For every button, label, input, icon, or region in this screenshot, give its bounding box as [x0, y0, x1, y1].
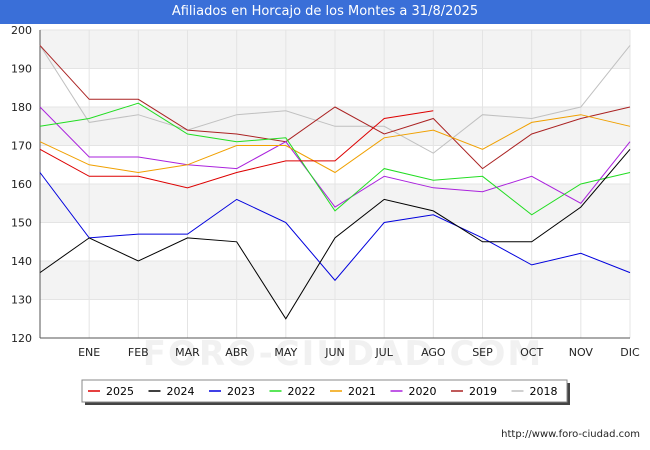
legend: 2025 2024 2023 2022 2021 2020 2019 2018	[81, 379, 570, 405]
series-line-2025	[39, 110, 434, 189]
series-line-2018	[39, 45, 631, 154]
legend-label-2023: 2023	[227, 385, 255, 398]
y-tick-label: 120	[11, 332, 32, 345]
legend-label-2025: 2025	[106, 385, 134, 398]
x-tick-label: JUL	[374, 346, 393, 359]
x-tick-label: OCT	[520, 346, 543, 359]
y-tick-label: 190	[11, 63, 32, 76]
y-tick-label: 170	[11, 140, 32, 153]
series-line-2019	[39, 45, 631, 170]
y-tick-label: 130	[11, 294, 32, 307]
x-tick-label: MAY	[274, 346, 297, 359]
series-lines	[39, 45, 631, 320]
x-tick-label: ABR	[225, 346, 248, 359]
y-tick-label: 180	[11, 101, 32, 114]
legend-label-2020: 2020	[409, 385, 437, 398]
x-tick-label: NOV	[569, 346, 594, 359]
series-line-2022	[39, 102, 631, 216]
legend-label-2024: 2024	[167, 385, 195, 398]
legend-box	[81, 379, 568, 403]
y-tick-label: 150	[11, 217, 32, 230]
y-tick-label: 160	[11, 178, 32, 191]
series-line-2020	[39, 106, 631, 208]
source-text: http://www.foro-ciudad.com	[501, 429, 640, 440]
x-tick-label: JUN	[324, 346, 345, 359]
series-line-2023	[39, 172, 631, 282]
legend-label-2021: 2021	[348, 385, 376, 398]
axes	[39, 30, 630, 339]
legend-label-2019: 2019	[469, 385, 497, 398]
watermark: FORO-CIUDAD.COM	[143, 334, 544, 374]
x-tick-label: MAR	[175, 346, 200, 359]
series-line-2024	[39, 148, 631, 320]
x-tick-label: ENE	[78, 346, 100, 359]
x-tick-labels: ENE FEB MAR ABR MAY JUN JUL AGO SEP OCT NOV DIC	[78, 346, 640, 359]
x-tick-label: DIC	[620, 346, 640, 359]
y-tick-labels: 120 130 140 150 160 170 180 190 200	[11, 24, 32, 345]
y-tick-label: 200	[11, 24, 32, 37]
chart-title: Afiliados en Horcajo de los Montes a 31/…	[0, 0, 650, 24]
legend-label-2022: 2022	[288, 385, 316, 398]
x-tick-label: AGO	[421, 346, 446, 359]
series-line-2021	[39, 114, 631, 174]
x-tick-label: SEP	[472, 346, 493, 359]
legend-label-2018: 2018	[530, 385, 558, 398]
x-tick-label: FEB	[128, 346, 149, 359]
y-tick-label: 140	[11, 255, 32, 268]
